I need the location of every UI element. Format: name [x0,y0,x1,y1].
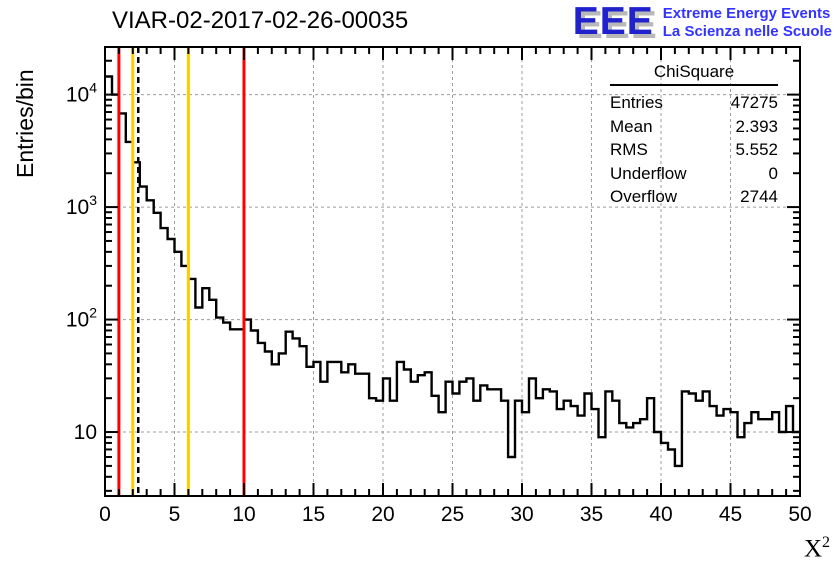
y-tick-label: 103 [66,192,97,219]
stats-row-label: Underflow [610,163,687,183]
x-tick-label: 30 [510,503,533,526]
stats-row-label: Entries [610,93,663,112]
eee-logo-lines: Extreme Energy Events La Scienza nelle S… [663,2,832,41]
x-tick-label: 5 [169,503,181,526]
plot-title: VIAR-02-2017-02-26-00035 [112,7,409,34]
x-axis-title: X2 [804,534,830,563]
x-tick-label: 20 [371,503,394,526]
y-tick-label: 10 [74,421,97,444]
stats-row: Overflow 2744 [610,185,778,209]
x-tick-label: 50 [788,503,811,526]
stats-row-value: 2.393 [735,116,778,136]
stats-box: ChiSquare Entries 47275 Mean 2.393 RMS 5.552 U… [600,62,788,209]
stats-row: Entries 47275 [610,91,778,115]
y-axis-title: Entries/bin [12,69,38,178]
histogram-line [105,75,800,468]
x-axis-title-exponent: 2 [822,534,830,551]
x-axis-title-base: X [803,535,822,563]
stats-row-value: 47275 [730,93,778,112]
axis-tick-labels: 0 5 10 15 20 25 30 35 40 45 50 10 102 103 104 [66,80,812,526]
y-tick-label: 104 [66,80,97,107]
x-tick-label: 25 [441,503,464,526]
eee-logo-acronym: EEE [572,0,654,43]
eee-logo-line2: La Scienza nelle Scuole [662,23,832,40]
x-tick-label: 0 [99,503,111,526]
stats-row-value: 0 [768,163,778,183]
x-tick-label: 35 [580,503,603,526]
eee-logo-line1: Extreme Energy Events [662,5,831,22]
x-tick-label: 40 [649,503,672,526]
stats-row-value: 2744 [740,187,778,206]
x-tick-label: 10 [232,503,255,526]
stats-row-value: 5.552 [735,140,778,159]
stats-row: RMS 5.552 [610,138,778,162]
stats-row-label: Mean [610,116,653,136]
y-tick-label: 102 [66,305,97,332]
stats-box-title: ChiSquare [610,62,778,86]
stats-box-rows: Entries 47275 Mean 2.393 RMS 5.552 Underflow 0 O… [600,86,788,209]
axis-ticks [104,47,801,496]
stats-row: Underflow 0 [610,162,778,186]
stats-row-label: Overflow [610,187,678,206]
x-tick-label: 45 [719,503,742,526]
eee-logo: EEE Extreme Energy Events La Scienza nel… [573,2,832,42]
stats-row: Mean 2.393 [610,115,778,139]
stats-row-label: RMS [610,140,648,159]
gridlines [105,47,800,496]
x-tick-label: 15 [302,503,325,526]
